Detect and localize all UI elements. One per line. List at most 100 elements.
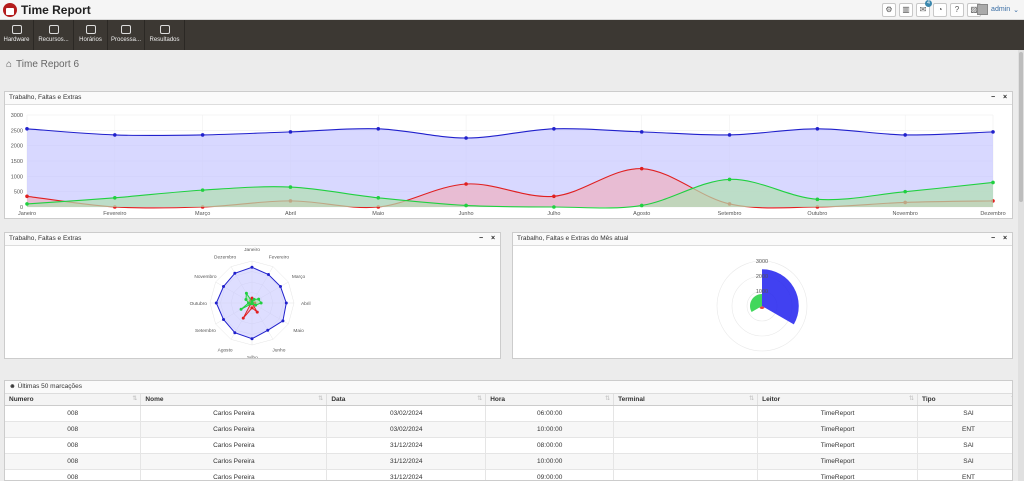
table-cell: 008 <box>5 453 142 470</box>
data-point <box>288 185 293 189</box>
polar-slice-2 <box>750 294 762 312</box>
table-cell: TimeReport <box>757 437 919 454</box>
data-point <box>376 196 381 200</box>
column-header-label: Data <box>331 395 346 403</box>
radar-point <box>257 297 261 301</box>
sort-icon[interactable]: ⇅ <box>1011 395 1012 402</box>
table-cell <box>613 453 759 470</box>
radar-point <box>222 317 226 321</box>
table-cell: 008 <box>5 437 142 454</box>
table-cell: TimeReport <box>757 469 919 480</box>
sort-icon[interactable]: ⇅ <box>605 396 611 402</box>
table-cell: 10:00:00 <box>485 421 615 438</box>
x-tick-label: Dezembro <box>980 211 1005 217</box>
data-point <box>552 127 556 131</box>
table-cell: 09:00:00 <box>485 469 615 480</box>
table-row[interactable]: 008 Carlos Pereira 03/02/2024 06:00:00 TimeR… <box>5 405 1012 422</box>
radar-point <box>266 273 270 277</box>
column-header[interactable]: Tipo ⇅ <box>917 394 1012 406</box>
sort-icon[interactable]: ⇅ <box>477 396 483 402</box>
users-icon: ☻ <box>9 383 16 390</box>
column-header-label: Leitor <box>762 395 781 403</box>
panel-title: Trabalho, Faltas e Extras <box>9 235 82 242</box>
close-icon[interactable]: × <box>490 235 496 242</box>
nav-item-resultados[interactable]: Resultados <box>145 20 185 50</box>
nav-item-hardware[interactable]: Hardware <box>0 20 34 50</box>
table-cell: TimeReport <box>757 453 919 470</box>
table-row[interactable]: 008 Carlos Pereira 31/12/2024 09:00:00 TimeR… <box>5 469 1012 480</box>
minimize-icon[interactable]: − <box>478 235 484 242</box>
y-tick-label: 2000 <box>11 144 23 150</box>
column-header-label: Numero <box>9 395 34 403</box>
column-header[interactable]: Nome ⇅ <box>140 394 328 406</box>
radar-point <box>250 265 254 269</box>
table-row[interactable]: 008 Carlos Pereira 31/12/2024 08:00:00 TimeR… <box>5 437 1012 454</box>
table-cell: TimeReport <box>757 421 919 438</box>
radar-label: Agosto <box>218 348 233 354</box>
table-cell: SAI <box>917 437 1012 454</box>
data-point <box>376 127 381 131</box>
radar-point <box>222 285 226 289</box>
schedule-icon <box>85 25 96 34</box>
column-header[interactable]: Leitor ⇅ <box>757 394 919 406</box>
chart-icon[interactable]: ▥ <box>899 3 913 17</box>
table-cell <box>613 405 759 422</box>
polar-tick-label: 3000 <box>756 259 768 265</box>
user-menu[interactable]: admin ⌄ <box>977 4 1019 15</box>
messages-icon[interactable]: ✉ 4 <box>916 0 932 17</box>
x-tick-label: Novembro <box>892 211 917 217</box>
sort-icon[interactable]: ⇅ <box>749 396 755 402</box>
polar-chart-panel: Trabalho, Faltas e Extras do Mês atual −… <box>512 232 1013 359</box>
radar-label: Fevereiro <box>269 254 290 260</box>
nav-item-horarios[interactable]: Horários <box>74 20 108 50</box>
sort-icon[interactable]: ⇅ <box>132 396 138 402</box>
data-point <box>727 177 732 182</box>
table-cell: 03/02/2024 <box>326 405 487 422</box>
dashboard-icon[interactable]: ◔ <box>933 3 947 17</box>
nav-item-recursos[interactable]: Recursos... <box>34 20 74 50</box>
app-title: Time Report <box>21 3 91 17</box>
x-tick-label: Janeiro <box>18 211 36 217</box>
x-tick-label: Março <box>195 211 210 217</box>
minimize-icon[interactable]: − <box>990 235 996 242</box>
series-line-2 <box>26 178 994 209</box>
records-table: Numero ⇅ Nome ⇅ Data ⇅ Hora ⇅ Terminal ⇅ Leitor ⇅ Ti… <box>5 394 1012 480</box>
data-point <box>552 205 556 209</box>
data-point <box>464 182 468 186</box>
radar-point <box>259 301 263 305</box>
polar-tick-label: 1000 <box>756 289 768 295</box>
main-chart-panel: Trabalho, Faltas e Extras − × 0 500 1000 15… <box>4 91 1013 219</box>
sort-icon[interactable]: ⇅ <box>318 396 324 402</box>
y-tick-label: 0 <box>20 205 23 211</box>
column-header[interactable]: Numero ⇅ <box>5 394 142 406</box>
radar-point <box>250 306 254 310</box>
settings-icon[interactable]: ⚙ <box>882 3 896 17</box>
sort-icon[interactable]: ⇅ <box>908 396 915 402</box>
nav-label: Horários <box>79 37 102 43</box>
nav-label: Processa... <box>110 37 141 43</box>
close-icon[interactable]: × <box>1002 235 1008 242</box>
minimize-icon[interactable]: − <box>990 94 996 101</box>
nav-item-processamento[interactable]: Processa... <box>108 20 145 50</box>
column-header[interactable]: Terminal ⇅ <box>613 394 759 406</box>
column-header[interactable]: Data ⇅ <box>326 394 487 406</box>
data-point <box>727 133 732 137</box>
x-tick-label: Maio <box>372 211 384 217</box>
home-icon[interactable]: ⌂ <box>6 59 13 70</box>
table-row[interactable]: 008 Carlos Pereira 31/12/2024 10:00:00 TimeR… <box>5 453 1012 470</box>
process-icon <box>121 25 131 34</box>
scrollbar-thumb[interactable] <box>1019 52 1023 202</box>
radar-point <box>239 307 243 311</box>
radar-label: Março <box>292 274 306 280</box>
table-cell: Carlos Pereira <box>140 469 328 480</box>
column-header[interactable]: Hora ⇅ <box>485 394 615 406</box>
table-cell: 008 <box>5 469 142 480</box>
data-point <box>113 133 117 137</box>
page-scrollbar[interactable] <box>1018 50 1024 481</box>
table-row[interactable]: 008 Carlos Pereira 03/02/2024 10:00:00 TimeR… <box>5 421 1012 438</box>
close-icon[interactable]: × <box>1002 94 1008 101</box>
table-cell: SAI <box>917 453 1012 470</box>
help-icon[interactable]: ? <box>950 3 964 17</box>
panel-header: Trabalho, Faltas e Extras − × <box>5 233 500 246</box>
table-cell <box>613 469 759 480</box>
